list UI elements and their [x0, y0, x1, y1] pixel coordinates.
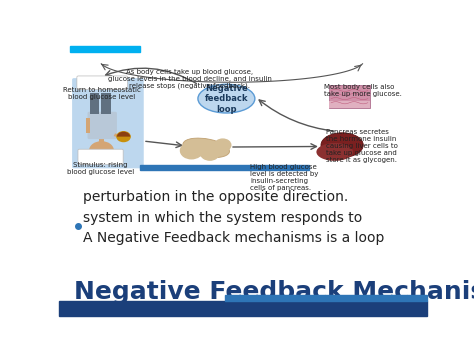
Circle shape — [215, 139, 231, 151]
Ellipse shape — [321, 133, 363, 157]
Bar — [59, 301, 427, 316]
Circle shape — [117, 132, 130, 142]
Bar — [329, 85, 370, 108]
Text: Stimulus: rising
blood glucose level: Stimulus: rising blood glucose level — [67, 162, 134, 175]
FancyBboxPatch shape — [72, 78, 144, 168]
Bar — [140, 165, 309, 170]
Text: Return to homeostatic
blood glucose level: Return to homeostatic blood glucose leve… — [63, 87, 140, 100]
Text: system in which the system responds to: system in which the system responds to — [83, 211, 363, 225]
Bar — [329, 102, 370, 108]
Text: As body cells take up blood glucose,
glucose levels in the blood decline, and in: As body cells take up blood glucose, glu… — [108, 69, 272, 89]
Bar — [101, 93, 110, 114]
Circle shape — [181, 142, 202, 159]
Text: Negative
feedback
loop: Negative feedback loop — [205, 84, 248, 114]
Bar — [86, 118, 90, 133]
Text: Most body cells also
take up more glucose.: Most body cells also take up more glucos… — [325, 84, 402, 97]
Ellipse shape — [317, 143, 353, 161]
Wedge shape — [91, 151, 112, 160]
FancyBboxPatch shape — [78, 149, 123, 164]
Text: Pancreas secretes
the hormone insulin
causing liver cells to
take up glucose and: Pancreas secretes the hormone insulin ca… — [326, 129, 398, 163]
Text: High blood glucose
level is detected by
insulin-secreting
cells of pancreas.: High blood glucose level is detected by … — [250, 164, 319, 191]
Circle shape — [90, 142, 113, 159]
Text: Negative Feedback Mechanisms: Negative Feedback Mechanisms — [74, 280, 474, 305]
Polygon shape — [114, 133, 125, 139]
Circle shape — [201, 147, 219, 160]
Bar — [90, 93, 99, 114]
Ellipse shape — [198, 84, 255, 113]
Bar — [225, 295, 427, 301]
Bar — [70, 46, 140, 52]
Bar — [99, 137, 104, 142]
Text: perturbation in the opposite direction.: perturbation in the opposite direction. — [83, 190, 348, 204]
Wedge shape — [117, 132, 130, 137]
FancyBboxPatch shape — [88, 112, 117, 139]
Ellipse shape — [183, 138, 229, 158]
Text: A Negative Feedback mechanisms is a loop: A Negative Feedback mechanisms is a loop — [83, 231, 384, 245]
FancyBboxPatch shape — [77, 76, 128, 89]
